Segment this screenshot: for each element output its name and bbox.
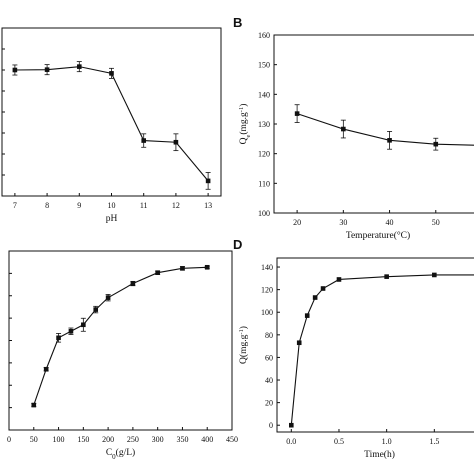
y-tick-label: 80 — [265, 331, 273, 340]
y-tick-label: 140 — [261, 263, 273, 272]
x-tick-label: 150 — [77, 435, 89, 444]
data-point — [336, 277, 342, 282]
data-point — [289, 422, 294, 428]
data-point — [320, 286, 326, 291]
data-point — [432, 272, 437, 278]
chart-panel-d: 0.0 0.5 1.0 1.5 0 20 40 60 80 100 120 140 Time(h) Q(m… — [233, 237, 474, 460]
data-point — [205, 178, 211, 184]
series-line — [14, 66, 209, 182]
chart-panel-c: 0 50 100 150 200 250 300 350 400 450 C0(g/L) — [7, 250, 238, 461]
series-line — [290, 274, 474, 426]
data-point — [43, 366, 49, 372]
data-point — [76, 64, 82, 69]
chart-panel-a: 7 8 9 10 11 12 13 pH — [1, 27, 222, 224]
x-tick-label: 9 — [77, 201, 81, 210]
data-point — [296, 340, 302, 346]
y-tick-label: 160 — [258, 31, 270, 40]
x-tick-label: 7 — [13, 201, 17, 210]
y-tick-label: 150 — [258, 61, 270, 70]
chart-panel-b: 2030405060100110120130140150160Temperatu… — [233, 15, 474, 241]
data-point — [384, 274, 389, 279]
data-point — [312, 295, 318, 300]
y-tick-label: 0 — [269, 421, 273, 430]
data-point — [173, 139, 179, 145]
y-tick-label: 60 — [265, 353, 273, 362]
x-tick-label: 100 — [53, 435, 65, 444]
data-point — [341, 126, 346, 132]
y-tick-label: 140 — [258, 90, 270, 99]
data-point — [204, 264, 210, 270]
data-point — [141, 138, 147, 143]
series-line — [296, 113, 474, 146]
y-tick-label: 130 — [258, 120, 270, 129]
data-point — [130, 281, 136, 286]
x-axis-label: C0(g/L) — [106, 447, 135, 461]
x-tick-label: 250 — [127, 435, 139, 444]
x-tick-label: 300 — [152, 435, 164, 444]
x-tick-label: 10 — [108, 201, 116, 210]
x-tick-label: 11 — [140, 201, 148, 210]
x-tick-label: 50 — [30, 435, 38, 444]
data-point — [31, 402, 37, 408]
x-axis-label: Temperature(°C) — [346, 230, 410, 241]
data-point — [155, 270, 160, 275]
data-point — [93, 307, 99, 312]
x-tick-label: 50 — [432, 218, 440, 227]
y-tick-label: 40 — [265, 376, 273, 385]
data-point — [44, 67, 50, 72]
y-tick-label: 110 — [258, 179, 270, 188]
x-tick-label: 13 — [204, 201, 212, 210]
y-axis-label: Qe(mg.g-1) — [238, 104, 252, 145]
x-tick-label: 1.0 — [382, 437, 392, 446]
x-axis-label: pH — [106, 214, 118, 224]
data-point — [180, 266, 185, 271]
x-tick-label: 450 — [226, 435, 238, 444]
x-tick-label: 0.0 — [286, 437, 296, 446]
data-point — [105, 295, 111, 300]
plot-frame — [273, 34, 474, 214]
y-tick-label: 100 — [261, 308, 273, 317]
data-point — [109, 71, 114, 76]
y-tick-label: 20 — [265, 399, 273, 408]
panel-letter: D — [233, 237, 242, 252]
data-point — [68, 328, 74, 334]
plot-frame — [8, 250, 233, 431]
x-tick-label: 200 — [102, 435, 114, 444]
x-tick-label: 400 — [201, 435, 213, 444]
x-tick-label: 1.5 — [429, 437, 439, 446]
x-tick-label: 20 — [293, 218, 301, 227]
data-point — [12, 67, 18, 73]
x-tick-label: 30 — [339, 218, 347, 227]
x-axis-label: Time(h) — [364, 449, 395, 460]
y-axis-label: Q(mg.g-1) — [238, 326, 250, 364]
data-point — [56, 335, 61, 341]
data-point — [304, 313, 310, 318]
x-tick-label: 350 — [176, 435, 188, 444]
y-tick-label: 120 — [261, 286, 273, 295]
x-tick-label: 0 — [7, 435, 11, 444]
panel-letter: B — [233, 15, 242, 30]
x-tick-label: 40 — [386, 218, 394, 227]
data-point — [81, 322, 86, 328]
data-point — [294, 111, 300, 116]
data-point — [387, 138, 392, 143]
data-point — [433, 141, 439, 147]
plot-frame — [276, 257, 474, 433]
plot-frame — [1, 27, 222, 197]
y-tick-label: 100 — [258, 209, 270, 218]
x-tick-label: 0.5 — [334, 437, 344, 446]
y-tick-label: 120 — [258, 150, 270, 159]
x-tick-label: 8 — [45, 201, 49, 210]
x-tick-label: 12 — [172, 201, 180, 210]
